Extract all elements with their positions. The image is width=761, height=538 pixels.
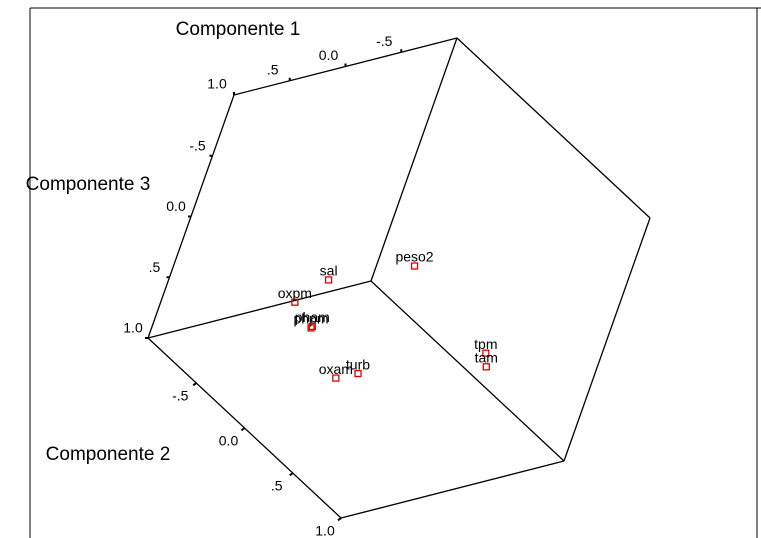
point-label: phpm — [294, 311, 329, 327]
point — [324, 276, 333, 284]
x-tick-label: 0.0 — [319, 47, 339, 63]
y-tick-label: 1.0 — [315, 523, 335, 538]
point — [410, 262, 419, 270]
point — [354, 369, 362, 378]
y-tick-label: 0.0 — [219, 433, 239, 449]
point-label: tpm — [474, 336, 497, 352]
point — [482, 363, 490, 371]
point — [308, 322, 316, 331]
point — [291, 298, 299, 306]
cube-edge — [340, 460, 565, 519]
tick-mark — [337, 517, 342, 522]
cube-edge — [370, 280, 565, 462]
point — [307, 324, 315, 332]
z-axis-title: Componente 3 — [26, 174, 151, 195]
z-tick-label: -.5 — [189, 137, 206, 153]
x-axis-title: Componente 1 — [176, 19, 301, 40]
tick-mark — [192, 382, 197, 387]
point-label: oxam — [319, 361, 353, 377]
point-label: oxpm — [278, 285, 312, 301]
z-tick-label: 0.0 — [166, 198, 186, 214]
point-label: peso2 — [395, 249, 433, 265]
cube-edge — [370, 37, 458, 282]
y-tick-label: -.5 — [172, 388, 189, 404]
cube-edge — [563, 217, 651, 462]
y-axis-title: Componente 2 — [46, 444, 171, 465]
z-tick-label: 1.0 — [123, 320, 143, 336]
point — [482, 349, 490, 357]
tick-mark — [240, 427, 246, 432]
point-label: pham — [295, 309, 330, 325]
cube-edge — [147, 280, 372, 339]
tick-mark — [289, 472, 294, 477]
point-label: tam — [475, 350, 498, 366]
y-tick-label: .5 — [271, 478, 283, 494]
point-label: turb — [346, 356, 370, 372]
point — [332, 374, 340, 382]
point-label: sal — [320, 263, 338, 279]
cube-edge — [456, 37, 651, 219]
x-tick-label: .5 — [267, 61, 279, 77]
x-tick-label: -.5 — [376, 33, 393, 49]
x-tick-label: 1.0 — [207, 76, 227, 92]
z-tick-label: .5 — [149, 259, 161, 275]
